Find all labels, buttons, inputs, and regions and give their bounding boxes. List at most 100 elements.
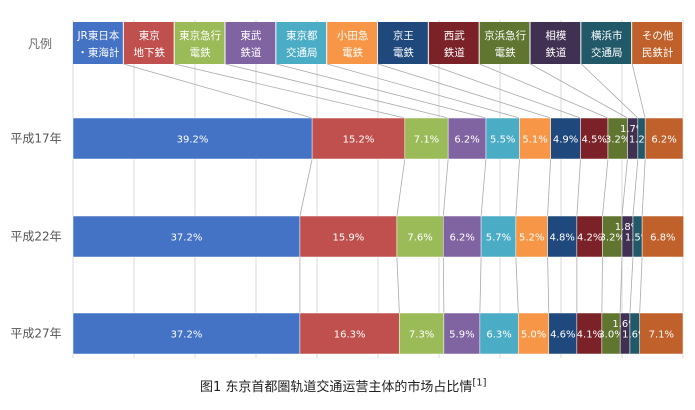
connector-line xyxy=(602,158,609,217)
data-label: 4.5% xyxy=(582,135,607,146)
bar-segment xyxy=(399,312,445,355)
category-label: 平成22年 xyxy=(10,230,61,244)
data-label: 15.2% xyxy=(343,135,375,146)
legend-swatch xyxy=(632,22,682,64)
data-label: 1.2% xyxy=(629,135,654,146)
legend-label: 小田急 xyxy=(337,29,369,42)
data-label: 3.0% xyxy=(598,330,623,341)
legend-label: 東京 xyxy=(139,29,160,42)
data-label: 6.2% xyxy=(651,135,676,146)
connector-line xyxy=(632,158,639,217)
connector-line xyxy=(276,63,487,119)
legend-swatch xyxy=(378,22,428,64)
legend-label: ・東海計 xyxy=(77,46,119,59)
connector-line xyxy=(480,158,487,217)
legend-label: 交通局 xyxy=(286,46,318,59)
bar-segment xyxy=(515,215,548,258)
connector-line xyxy=(396,256,400,314)
legend-label: 鉄道 xyxy=(240,46,261,59)
bar-segment xyxy=(518,312,550,355)
bar-segment xyxy=(550,117,581,160)
connector-line xyxy=(123,63,313,119)
legend-swatch xyxy=(530,22,581,64)
connector-line xyxy=(629,256,634,314)
bar-segment xyxy=(644,117,684,160)
legend-label: 地下鉄 xyxy=(134,46,166,59)
data-label: 6.2% xyxy=(449,233,474,244)
legend-label: 西武 xyxy=(444,29,465,42)
bar-segment xyxy=(580,117,609,160)
data-label: 3.2% xyxy=(605,135,630,146)
legend-swatch xyxy=(174,22,225,64)
legend-label: 電鉄 xyxy=(342,46,363,59)
connector-line xyxy=(601,256,603,314)
legend-label: 東武 xyxy=(240,29,261,42)
legend-label: 電鉄 xyxy=(393,46,414,59)
data-label: 39.2% xyxy=(177,135,209,146)
bar-segment xyxy=(548,312,578,355)
data-label: 7.1% xyxy=(414,135,439,146)
bar-segment xyxy=(639,312,684,355)
legend-label: 東京急行 xyxy=(179,29,221,42)
connector-line xyxy=(299,158,313,217)
legend-label: その他 xyxy=(642,29,674,42)
bar-segment xyxy=(299,312,400,355)
category-label: 平成27年 xyxy=(10,327,61,341)
bar-segment xyxy=(72,312,301,355)
connector-line xyxy=(428,63,581,119)
bar-segment xyxy=(547,215,578,258)
connector-line xyxy=(530,63,628,119)
connector-line xyxy=(327,63,520,119)
category-label: 平成17年 xyxy=(10,132,61,146)
legend-label: 民鉄計 xyxy=(642,46,674,59)
data-label: 6.8% xyxy=(650,233,675,244)
caption-reference: [1] xyxy=(472,377,487,389)
connector-line xyxy=(479,63,609,119)
bar-segment xyxy=(72,117,313,160)
data-label: 4.2% xyxy=(577,233,602,244)
connector-line xyxy=(377,63,551,119)
data-label: 37.2% xyxy=(171,233,203,244)
connector-line xyxy=(174,63,405,119)
bar-segment xyxy=(576,215,603,258)
legend-swatch xyxy=(225,22,276,64)
bar-segment xyxy=(641,215,684,258)
legend-label: 鉄道 xyxy=(545,46,566,59)
data-label: 1.6% xyxy=(622,330,647,341)
connector-line xyxy=(547,256,550,314)
connector-line xyxy=(442,256,445,314)
bar-segment xyxy=(480,215,517,258)
data-label: 5.2% xyxy=(519,233,544,244)
legend-swatch xyxy=(123,22,174,64)
legend-swatch xyxy=(428,22,479,64)
connector-line xyxy=(631,63,646,119)
legend-label: 鉄道 xyxy=(444,46,465,59)
connector-line xyxy=(225,63,449,119)
legend-title: 凡例 xyxy=(28,37,52,51)
data-label: 6.3% xyxy=(486,330,511,341)
connector-line xyxy=(515,158,520,217)
bar-segment xyxy=(404,117,449,160)
connector-line xyxy=(619,256,623,314)
bar-segment xyxy=(72,215,301,258)
figure-caption: 图1 东京首都圏轨道交通运营主体的市场占比情[1] xyxy=(200,376,487,395)
data-label: 4.9% xyxy=(553,135,578,146)
data-label: 1.5% xyxy=(625,233,650,244)
connector-line xyxy=(581,63,639,119)
bar-segment xyxy=(443,215,482,258)
connector-line xyxy=(515,256,519,314)
data-label: 37.2% xyxy=(171,330,203,341)
data-label: 4.6% xyxy=(550,330,575,341)
data-label: 15.9% xyxy=(333,233,365,244)
bar-segment xyxy=(299,215,398,258)
data-label: 5.1% xyxy=(522,135,547,146)
connector-line xyxy=(576,158,581,217)
legend-swatch xyxy=(276,22,327,64)
legend-swatch xyxy=(73,22,123,64)
connector-line xyxy=(547,158,552,217)
bar-segment xyxy=(447,117,487,160)
data-label: 5.7% xyxy=(486,233,511,244)
data-label: 7.6% xyxy=(407,233,432,244)
data-label: 1.7% xyxy=(620,124,645,135)
